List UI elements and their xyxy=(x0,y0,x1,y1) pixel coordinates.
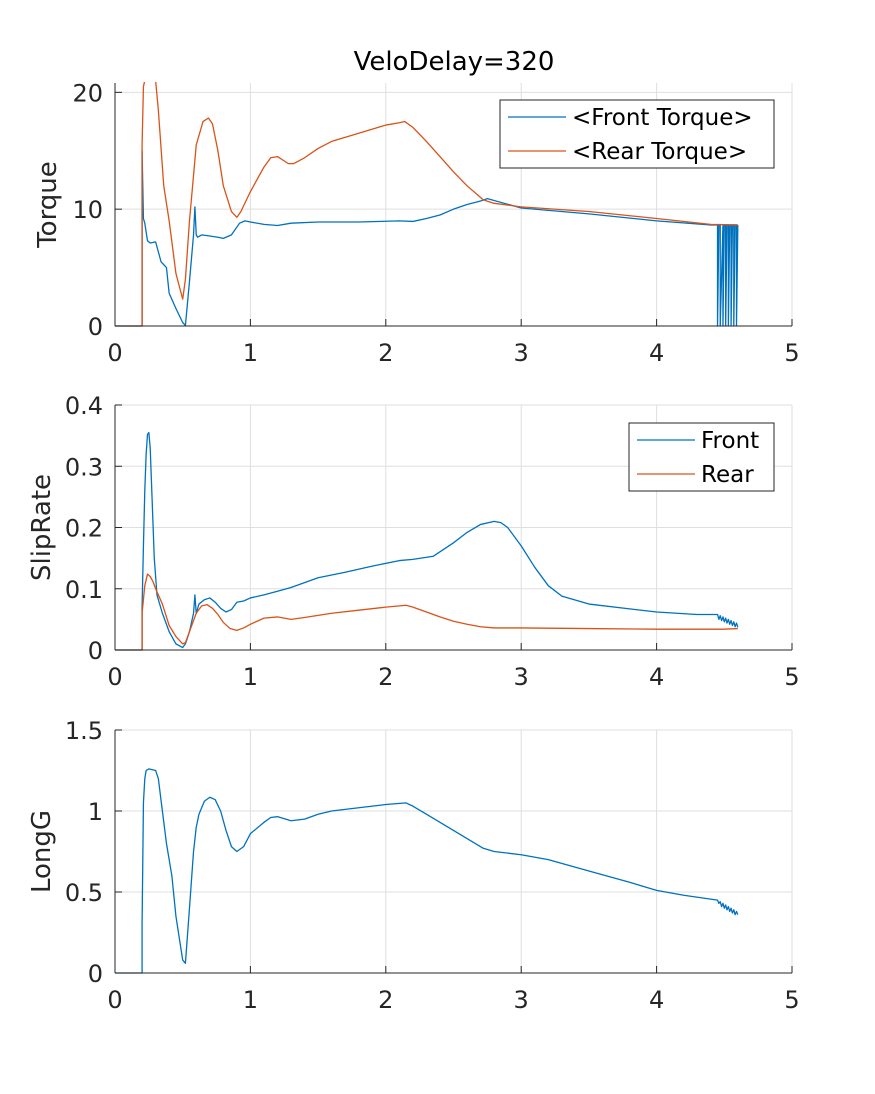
x-tick-label: 1 xyxy=(243,663,258,691)
longg-subplot: 0 1 2 3 4 5 0 0.5 1 1.5 LongG xyxy=(27,717,800,1014)
x-tick-label: 1 xyxy=(243,986,258,1014)
y-tick-label: 0 xyxy=(88,637,103,665)
y-axis-label: Torque xyxy=(33,161,63,249)
x-tick-label: 2 xyxy=(378,663,393,691)
series-group xyxy=(115,82,739,327)
series-group xyxy=(115,768,739,974)
y-axis-label: LongG xyxy=(27,810,57,893)
legend-box xyxy=(499,99,775,169)
series-group xyxy=(115,431,739,651)
y-tick-label: 0.3 xyxy=(65,453,103,481)
legend-box xyxy=(628,422,775,492)
y-tick-label: 1 xyxy=(88,798,103,826)
x-tick-label: 2 xyxy=(378,339,393,367)
legend-label: Rear xyxy=(701,462,754,488)
x-tick-label: 4 xyxy=(649,339,664,367)
x-tick-label: 3 xyxy=(514,339,529,367)
y-tick-label: 0.1 xyxy=(65,576,103,604)
x-tick-label: 5 xyxy=(784,339,799,367)
y-tick-label: 1.5 xyxy=(65,717,103,745)
x-tick-label: 3 xyxy=(514,986,529,1014)
y-tick-label: 0 xyxy=(88,960,103,988)
y-tick-label: 10 xyxy=(72,196,103,224)
y-tick-label: 0.5 xyxy=(65,879,103,907)
x-tick-label: 0 xyxy=(107,339,122,367)
legend-label: <Rear Torque> xyxy=(572,139,747,165)
series-line-front xyxy=(115,431,739,651)
grid xyxy=(115,729,793,973)
legend-label: Front xyxy=(701,428,759,454)
x-tick-label: 5 xyxy=(784,663,799,691)
x-tick-label: 4 xyxy=(649,986,664,1014)
x-tick-label: 0 xyxy=(107,663,122,691)
y-tick-label: 0.4 xyxy=(65,392,103,420)
x-tick-label: 2 xyxy=(378,986,393,1014)
legend: <Front Torque> <Rear Torque> xyxy=(499,99,775,169)
x-tick-label: 3 xyxy=(514,663,529,691)
series-line-rear xyxy=(115,573,738,651)
y-axis-label: SlipRate xyxy=(27,474,57,581)
x-tick-label: 1 xyxy=(243,339,258,367)
torque-subplot: 0 1 2 3 4 5 0 10 20 Torque <Front Torque> <Rear Tor… xyxy=(33,79,800,367)
x-tick-label: 5 xyxy=(784,986,799,1014)
series-line-front-torque xyxy=(115,150,739,327)
x-tick-label: 0 xyxy=(107,986,122,1014)
y-tick-label: 0.2 xyxy=(65,515,103,543)
sliprate-subplot: 0 1 2 3 4 5 0 0.1 0.2 0.3 0.4 SlipRate Front Rear xyxy=(27,392,800,691)
x-tick-label: 4 xyxy=(649,663,664,691)
legend-label: <Front Torque> xyxy=(572,105,753,131)
y-tick-label: 0 xyxy=(88,313,103,341)
series-line-rear-torque xyxy=(115,82,738,327)
figure-title: VeloDelay=320 xyxy=(354,47,555,77)
legend: Front Rear xyxy=(628,422,775,492)
series-line-longg xyxy=(115,768,739,974)
y-tick-label: 20 xyxy=(72,79,103,107)
